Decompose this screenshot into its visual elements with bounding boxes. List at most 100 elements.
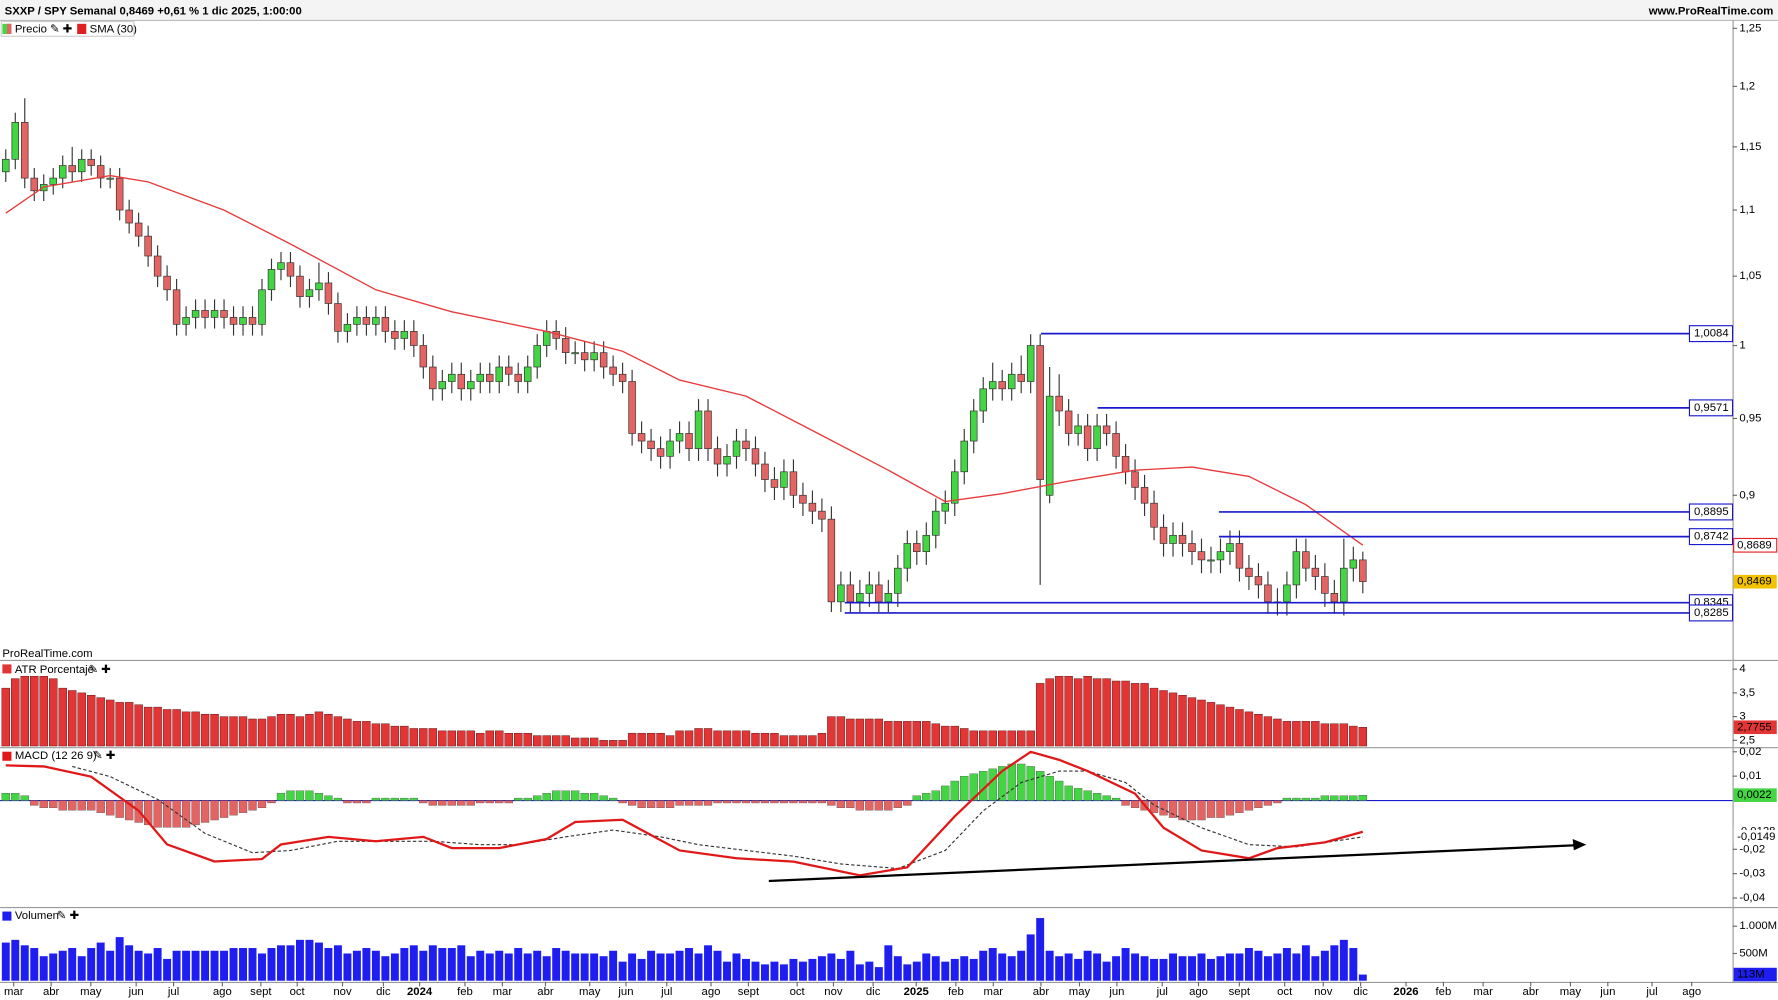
candle-body [96, 165, 105, 179]
candle-body [1349, 559, 1358, 569]
candle-body [571, 352, 579, 355]
bar [485, 953, 494, 981]
bar [485, 730, 494, 747]
x-tick-label: feb [457, 986, 473, 998]
bar [884, 945, 893, 981]
bar [647, 950, 656, 981]
bar [912, 721, 921, 747]
x-tick-label: abr [1523, 986, 1540, 998]
x-tick-label: mar [1473, 986, 1493, 998]
bar [685, 948, 694, 981]
candle-body [1178, 534, 1187, 544]
bar [362, 948, 371, 981]
candle-body [704, 410, 712, 450]
bar [1216, 704, 1225, 747]
bar [11, 939, 20, 981]
settings-icon[interactable]: ✎ ✚ [89, 664, 111, 676]
bar [352, 721, 362, 747]
candle-body [1216, 551, 1225, 561]
bar [608, 740, 618, 747]
bar [30, 676, 39, 747]
bar [533, 950, 542, 981]
histogram-bar [893, 800, 902, 809]
histogram-bar [485, 800, 494, 804]
settings-icon[interactable]: ✎ ✚ [57, 910, 79, 922]
histogram-bar [656, 800, 665, 809]
candle-body [1330, 593, 1339, 603]
bar [779, 735, 789, 747]
value-tag-label: 0,0022 [1737, 789, 1772, 801]
candle-body [580, 352, 589, 361]
histogram-bar [324, 795, 333, 801]
candle-body [457, 373, 466, 390]
x-tick-label: mar [984, 986, 1004, 998]
level-box [1688, 503, 1734, 521]
bar [1320, 950, 1329, 981]
x-tick-label: feb [948, 986, 964, 998]
legend-label: Precio [15, 23, 47, 35]
candle-body [751, 448, 760, 465]
histogram-bar [950, 780, 959, 801]
bar [1083, 676, 1092, 747]
bar [1102, 961, 1111, 981]
settings-icon[interactable]: ✎ ✚ [93, 750, 115, 762]
histogram-bar [808, 800, 817, 804]
bar [1017, 950, 1026, 981]
candle-body [163, 275, 171, 291]
candle-body [561, 338, 570, 353]
histogram-bar [200, 800, 210, 823]
histogram-bar [153, 800, 162, 828]
x-tick-label: ago [1682, 986, 1701, 998]
candle-body [153, 255, 162, 277]
bar [931, 723, 940, 747]
y-tick-label: 0,02 [1739, 746, 1761, 758]
histogram-bar [1301, 797, 1311, 801]
x-tick-label: jun [1599, 986, 1615, 998]
candle-body [125, 209, 133, 224]
level-label: 0,9571 [1694, 402, 1729, 414]
bar [855, 964, 864, 981]
value-tag-label: -0,0149 [1737, 831, 1775, 843]
histogram-bar [210, 800, 219, 821]
pane-title: MACD (12 26 9) [15, 750, 97, 762]
candle-body [1292, 551, 1301, 586]
bar [561, 735, 570, 747]
candle-body [789, 471, 798, 496]
candle-body [419, 345, 428, 368]
bar [922, 953, 931, 981]
candle-body [1197, 551, 1206, 561]
candle-body [514, 373, 522, 382]
candle-body [685, 433, 693, 450]
value-tag [1733, 720, 1777, 735]
bar [39, 676, 48, 747]
candle-body [742, 440, 750, 450]
histogram-bar [428, 800, 437, 806]
site-link[interactable]: www.ProRealTime.com [1648, 5, 1774, 17]
bar [723, 961, 731, 981]
x-tick-label: dic [866, 986, 881, 998]
bar [1282, 948, 1291, 981]
bar [447, 730, 456, 747]
histogram-bar [476, 800, 485, 804]
x-tick-label: jul [167, 986, 179, 998]
candle-body [429, 366, 437, 390]
histogram-bar [836, 800, 846, 809]
x-tick-label: may [1069, 986, 1091, 998]
candle-body [400, 331, 409, 339]
histogram-bar [1073, 788, 1083, 801]
x-tick-label: oct [1277, 986, 1293, 998]
histogram-bar [238, 800, 248, 813]
histogram-bar [941, 785, 950, 801]
histogram-bar [590, 793, 599, 801]
histogram-bar [219, 800, 229, 818]
bar [248, 718, 257, 747]
candle-body [609, 366, 617, 375]
x-tick-label: jun [128, 986, 144, 998]
bar [742, 958, 750, 981]
histogram-bar [1178, 800, 1187, 821]
bar [125, 945, 134, 981]
histogram-bar [599, 795, 608, 801]
bar [191, 950, 200, 981]
settings-icon[interactable]: ✎ ✚ [50, 23, 72, 35]
bar [950, 725, 959, 747]
